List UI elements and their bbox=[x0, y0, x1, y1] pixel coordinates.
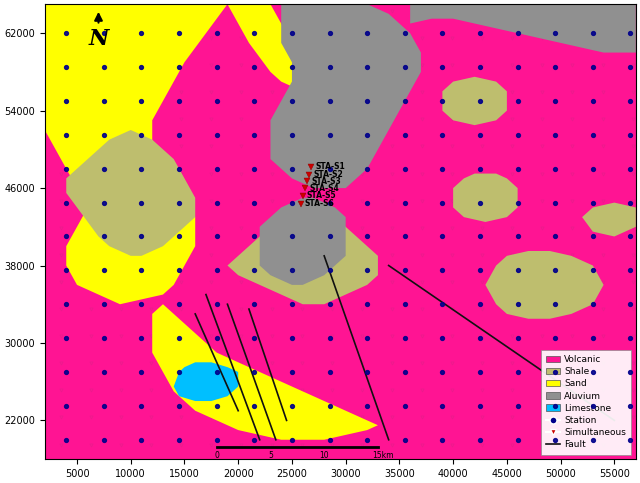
Polygon shape bbox=[271, 4, 421, 188]
Polygon shape bbox=[260, 198, 346, 285]
Text: 0: 0 bbox=[214, 452, 219, 460]
Text: 5: 5 bbox=[268, 452, 273, 460]
Text: STA-S6: STA-S6 bbox=[305, 199, 335, 208]
Polygon shape bbox=[67, 130, 195, 256]
Text: 15km: 15km bbox=[372, 452, 394, 460]
Text: N: N bbox=[88, 28, 109, 50]
Polygon shape bbox=[173, 362, 238, 401]
Legend: Volcanic, Shale, Sand, Aluvium, Limestone, Station, Simultaneous, Fault: Volcanic, Shale, Sand, Aluvium, Limeston… bbox=[541, 350, 631, 455]
Text: STA-S1: STA-S1 bbox=[316, 162, 346, 171]
Text: STA-S4: STA-S4 bbox=[309, 184, 339, 193]
Text: STA-S5: STA-S5 bbox=[307, 191, 337, 200]
Polygon shape bbox=[442, 77, 507, 125]
Text: 10: 10 bbox=[319, 452, 329, 460]
Polygon shape bbox=[227, 207, 378, 304]
Polygon shape bbox=[45, 4, 227, 304]
Text: STA-S3: STA-S3 bbox=[311, 177, 341, 186]
Polygon shape bbox=[453, 173, 518, 222]
Polygon shape bbox=[227, 4, 303, 86]
Text: STA-S2: STA-S2 bbox=[314, 170, 343, 179]
Polygon shape bbox=[410, 4, 636, 53]
Polygon shape bbox=[152, 304, 378, 440]
Polygon shape bbox=[582, 202, 636, 237]
Polygon shape bbox=[485, 251, 604, 319]
